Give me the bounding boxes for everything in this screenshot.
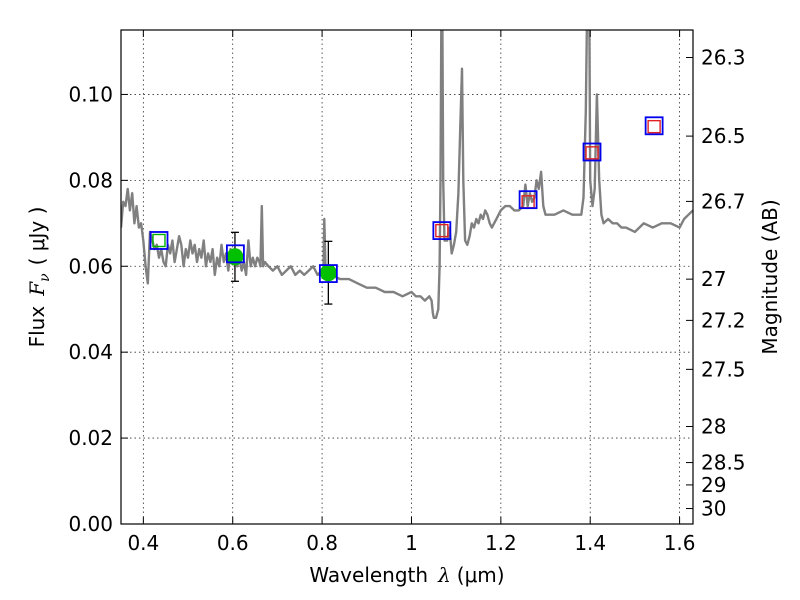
y-axis-label-symbol: F bbox=[25, 281, 49, 297]
observed-band-square bbox=[152, 233, 166, 248]
y2-tick-label: 26.7 bbox=[701, 189, 746, 213]
model-photometry-box bbox=[518, 190, 538, 210]
y2-tick-label: 26.3 bbox=[701, 45, 746, 69]
observed-point bbox=[319, 264, 337, 282]
x-axis-label-unit: (μm) bbox=[457, 563, 505, 587]
y2-tick-label: 29 bbox=[701, 473, 726, 497]
model-spectrum bbox=[121, 30, 693, 319]
x-tick-label: 1.6 bbox=[664, 531, 696, 555]
plot-frame bbox=[120, 29, 694, 525]
x-tick-label: 0.4 bbox=[127, 531, 159, 555]
x-tick-label: 1.4 bbox=[574, 531, 606, 555]
x-axis-label-symbol: λ bbox=[437, 563, 451, 587]
y-axis-label-prefix: Flux bbox=[25, 306, 49, 348]
y-axis-label: Flux Fν ( μJy ) bbox=[25, 207, 53, 348]
y-axis-label-unit: ( μJy ) bbox=[25, 207, 49, 266]
grid-lines bbox=[121, 30, 693, 525]
model-spectrum-line bbox=[121, 30, 693, 319]
x-tick-label: 0.6 bbox=[217, 531, 249, 555]
x-tick-label: 0.8 bbox=[306, 531, 338, 555]
axis-ticks bbox=[121, 30, 693, 525]
y2-tick-label: 30 bbox=[701, 497, 726, 521]
y-tick-label: 0.06 bbox=[68, 254, 113, 278]
y2-tick-label: 27 bbox=[701, 267, 726, 291]
x-tick-label: 1.2 bbox=[485, 531, 517, 555]
tick-labels: 0.4 0.6 0.8 1 1.2 1.4 1.6 0.00 0.02 0.04 0.06 0.08 0… bbox=[68, 45, 745, 555]
predicted-square bbox=[585, 146, 599, 160]
model-photometry-box bbox=[582, 142, 602, 162]
y-tick-label: 0.04 bbox=[68, 340, 113, 364]
model-photometry-box bbox=[149, 231, 169, 250]
model-photometry-box bbox=[318, 264, 338, 283]
y-axis-label-subscript: ν bbox=[37, 273, 53, 282]
y2-tick-label: 28.5 bbox=[701, 451, 746, 475]
y-tick-label: 0.00 bbox=[68, 512, 113, 536]
y2-tick-label: 27.5 bbox=[701, 357, 746, 381]
x-tick-label: 1 bbox=[405, 531, 418, 555]
predicted-square bbox=[435, 223, 449, 238]
model-photometry-box bbox=[644, 116, 664, 136]
y2-tick-label: 28 bbox=[701, 414, 726, 438]
y2-tick-label: 26.5 bbox=[701, 124, 746, 148]
y-tick-label: 0.10 bbox=[68, 82, 113, 106]
model-photometry-box bbox=[432, 221, 452, 241]
model-photometry-box bbox=[225, 244, 245, 264]
y-tick-label: 0.08 bbox=[68, 168, 113, 192]
x-axis-label: Wavelength λ (μm) bbox=[309, 563, 504, 587]
predicted-square bbox=[647, 119, 661, 134]
y-tick-label: 0.02 bbox=[68, 426, 113, 450]
x-axis-label-prefix: Wavelength bbox=[309, 563, 428, 587]
y2-axis-label: Magnitude (AB) bbox=[758, 199, 782, 354]
photometry-points bbox=[149, 116, 664, 305]
y2-tick-label: 27.2 bbox=[701, 308, 746, 332]
